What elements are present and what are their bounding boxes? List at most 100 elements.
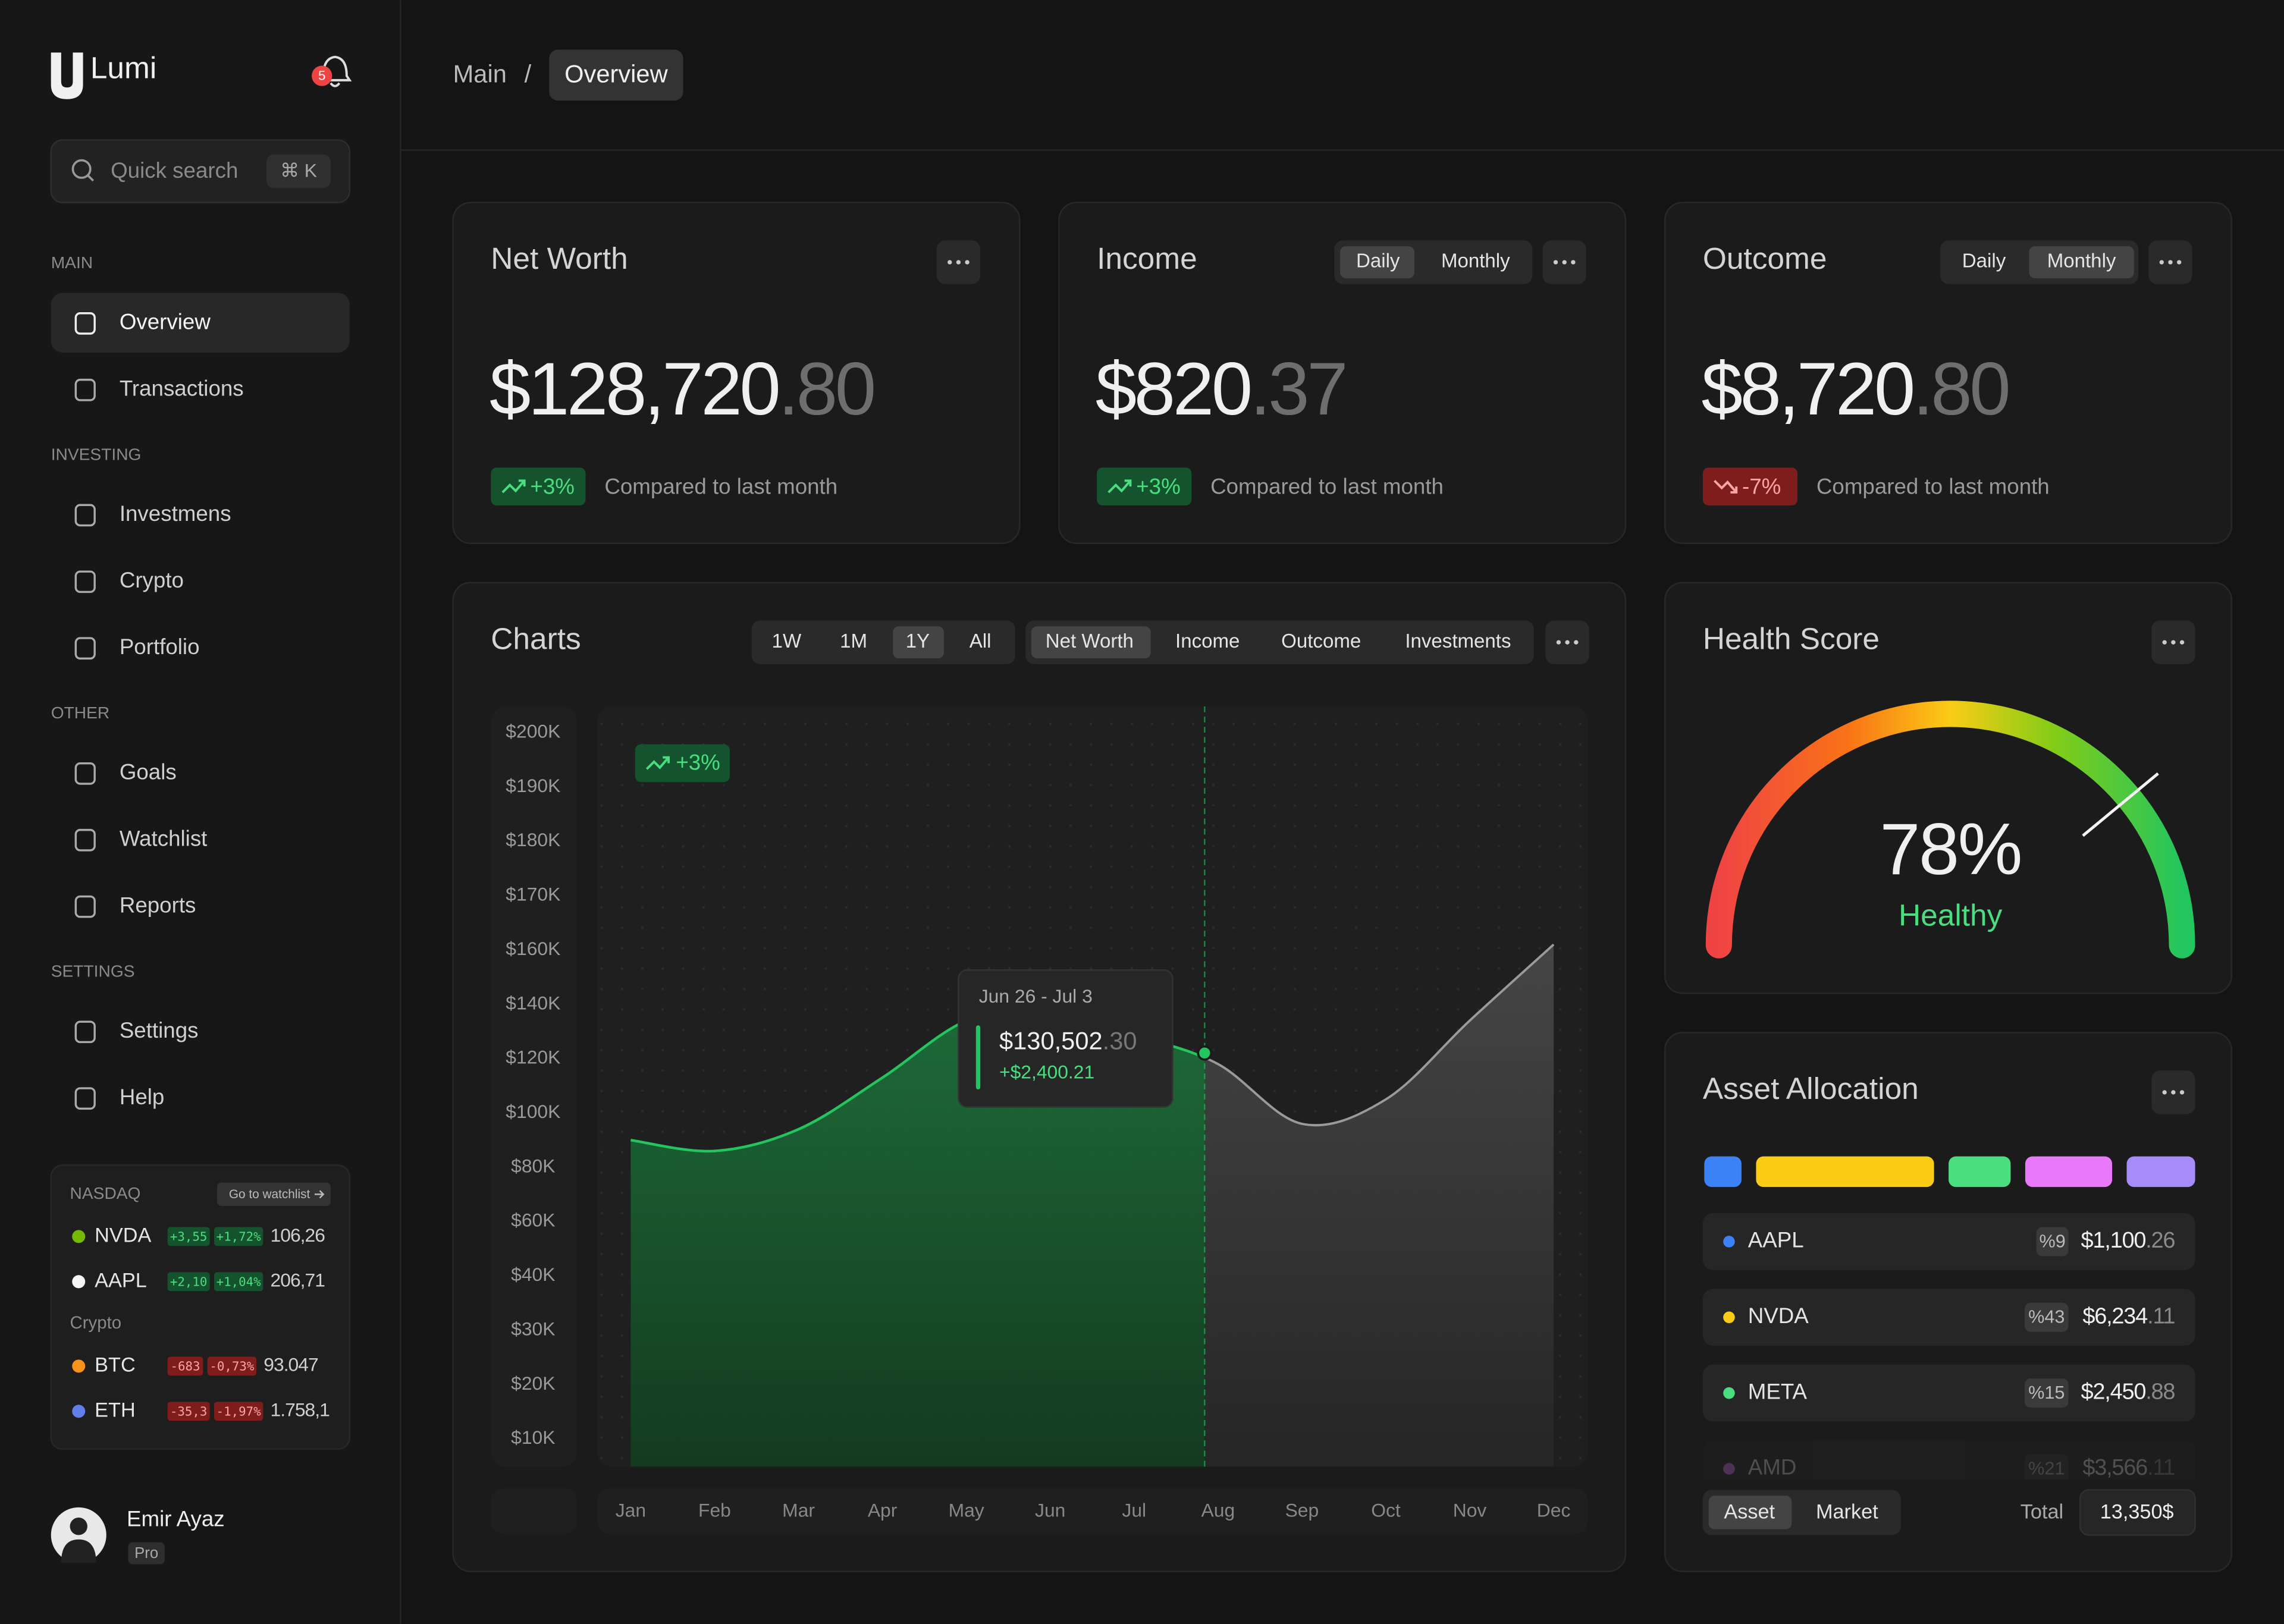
nav-item[interactable]: Goals: [120, 760, 177, 784]
ticker-price: 1.758,1: [271, 1399, 330, 1421]
more-dot: [2171, 640, 2176, 645]
kpi-amount-cents: .80: [778, 348, 873, 431]
kpi-amount-cents: .37: [1250, 348, 1345, 431]
x-axis-panel: [597, 1488, 1588, 1534]
change-value: +3%: [530, 474, 575, 498]
asset-value: $6,234.11: [2082, 1303, 2175, 1328]
search-shortcut: ⌘ K: [280, 160, 317, 181]
range-option[interactable]: 1W: [772, 630, 802, 652]
x-tick-label: Jan: [616, 1500, 646, 1521]
logo: [51, 52, 83, 99]
chart-title: Charts: [491, 621, 581, 655]
nav-item[interactable]: Portfolio: [120, 634, 200, 659]
allocation-segment: [2025, 1156, 2113, 1188]
kpi-amount-main: $128,720: [490, 348, 779, 431]
crypto-title: Crypto: [70, 1313, 122, 1333]
health-status: Healthy: [1899, 898, 2003, 932]
nav-item[interactable]: Transactions: [120, 376, 244, 400]
tooltip-change: +$2,400.21: [999, 1061, 1094, 1082]
period-active: [1340, 246, 1414, 278]
period-option[interactable]: Monthly: [1441, 250, 1510, 272]
nav-section-title: SETTINGS: [51, 962, 135, 980]
view-option[interactable]: Income: [1175, 630, 1240, 652]
trend-icon: [645, 756, 670, 770]
total-value: 13,350$: [2100, 1501, 2174, 1524]
asset-value-cents: .88: [2145, 1380, 2175, 1405]
ticker-pct: -0,73%: [209, 1359, 255, 1374]
chart-badge: [635, 744, 730, 783]
tooltip-amount-cents: .30: [1103, 1027, 1137, 1055]
ticker-badge: [167, 1227, 210, 1246]
brand: Lumi: [90, 50, 156, 84]
ticker-icon: [72, 1230, 86, 1243]
more-dot: [1574, 640, 1579, 645]
allocation-tab[interactable]: Market: [1816, 1501, 1878, 1524]
nav-section-title: INVESTING: [51, 445, 142, 463]
asset-name: AMD: [1748, 1455, 1797, 1479]
nav-icon: [74, 1087, 96, 1110]
x-axis-corner: [491, 1488, 577, 1534]
asset-value-main: $2,450: [2081, 1380, 2146, 1405]
allocation-row-bg: [1702, 1364, 2195, 1422]
period-option[interactable]: Daily: [1962, 250, 2006, 272]
nav-section-title: MAIN: [51, 253, 93, 272]
period-option[interactable]: Monthly: [2047, 250, 2116, 272]
nav-item[interactable]: Crypto: [120, 568, 184, 592]
range-option[interactable]: 1Y: [906, 630, 930, 652]
range-option[interactable]: All: [970, 630, 992, 652]
watchlist-button[interactable]: [217, 1182, 331, 1206]
asset-dot: [1723, 1311, 1735, 1324]
range-option[interactable]: 1M: [840, 630, 867, 652]
ticker-badge: [214, 1227, 263, 1246]
nav-item[interactable]: Watchlist: [120, 826, 208, 850]
nav-item[interactable]: Overview: [120, 310, 211, 334]
asset-name: AAPL: [1748, 1228, 1804, 1252]
allocation-segment: [1949, 1156, 2011, 1188]
kpi-amount: $128,720.80: [490, 348, 874, 431]
change-note: Compared to last month: [1210, 474, 1444, 498]
allocation-row[interactable]: AMD $3,566.11 %21: [1702, 1440, 2195, 1497]
nav-item[interactable]: Reports: [120, 893, 196, 917]
nav-icon: [74, 312, 96, 335]
bell-icon[interactable]: [318, 55, 352, 87]
allocation-tab[interactable]: Asset: [1724, 1501, 1775, 1524]
more-dot: [965, 260, 970, 265]
nav-item[interactable]: Settings: [120, 1018, 199, 1042]
ticker-symbol: ETH: [95, 1399, 136, 1421]
y-tick-label: $200K: [506, 720, 560, 742]
user-plan: Pro: [134, 1545, 158, 1562]
asset-dot: [1723, 1387, 1735, 1399]
more-dot: [1553, 260, 1558, 265]
allocation-row[interactable]: NVDA $6,234.11 %43: [1702, 1289, 2195, 1346]
view-option[interactable]: Investments: [1405, 630, 1511, 652]
breadcrumb-current: Overview: [564, 60, 668, 88]
chart-badge-label: +3%: [676, 750, 720, 774]
y-axis-panel: [491, 706, 577, 1467]
ticker-badge: [167, 1356, 203, 1376]
period-option[interactable]: Daily: [1356, 250, 1400, 272]
breadcrumb-separator: /: [525, 60, 532, 88]
range-toggle: [751, 620, 1015, 664]
x-tick-label: Dec: [1537, 1500, 1571, 1521]
nav-item[interactable]: Help: [120, 1085, 165, 1109]
notification-badge: [312, 65, 332, 86]
asset-value-main: $3,566: [2082, 1455, 2147, 1480]
view-option[interactable]: Net Worth: [1046, 630, 1134, 652]
ticker-icon: [72, 1359, 86, 1373]
kpi-amount-main: $8,720: [1701, 348, 1913, 431]
change-badge: [1702, 467, 1798, 505]
y-tick-label: $40K: [511, 1264, 555, 1285]
nav-section-title: OTHER: [51, 703, 110, 722]
y-tick-label: $60K: [511, 1210, 555, 1231]
allocation-row[interactable]: META $2,450.88 %15: [1702, 1364, 2195, 1422]
y-tick-label: $190K: [506, 775, 560, 796]
allocation-row[interactable]: AAPL $1,100.26 %9: [1702, 1213, 2195, 1270]
nav-item[interactable]: Investmens: [120, 501, 231, 526]
kpi-card: [452, 202, 1021, 544]
breadcrumb-root[interactable]: Main: [453, 60, 507, 88]
view-option[interactable]: Outcome: [1281, 630, 1361, 652]
ticker-change: -683: [170, 1359, 200, 1374]
cursor-dot: [1197, 1045, 1213, 1061]
kpi-amount-main: $820: [1096, 348, 1250, 431]
y-tick-label: $170K: [506, 884, 560, 905]
